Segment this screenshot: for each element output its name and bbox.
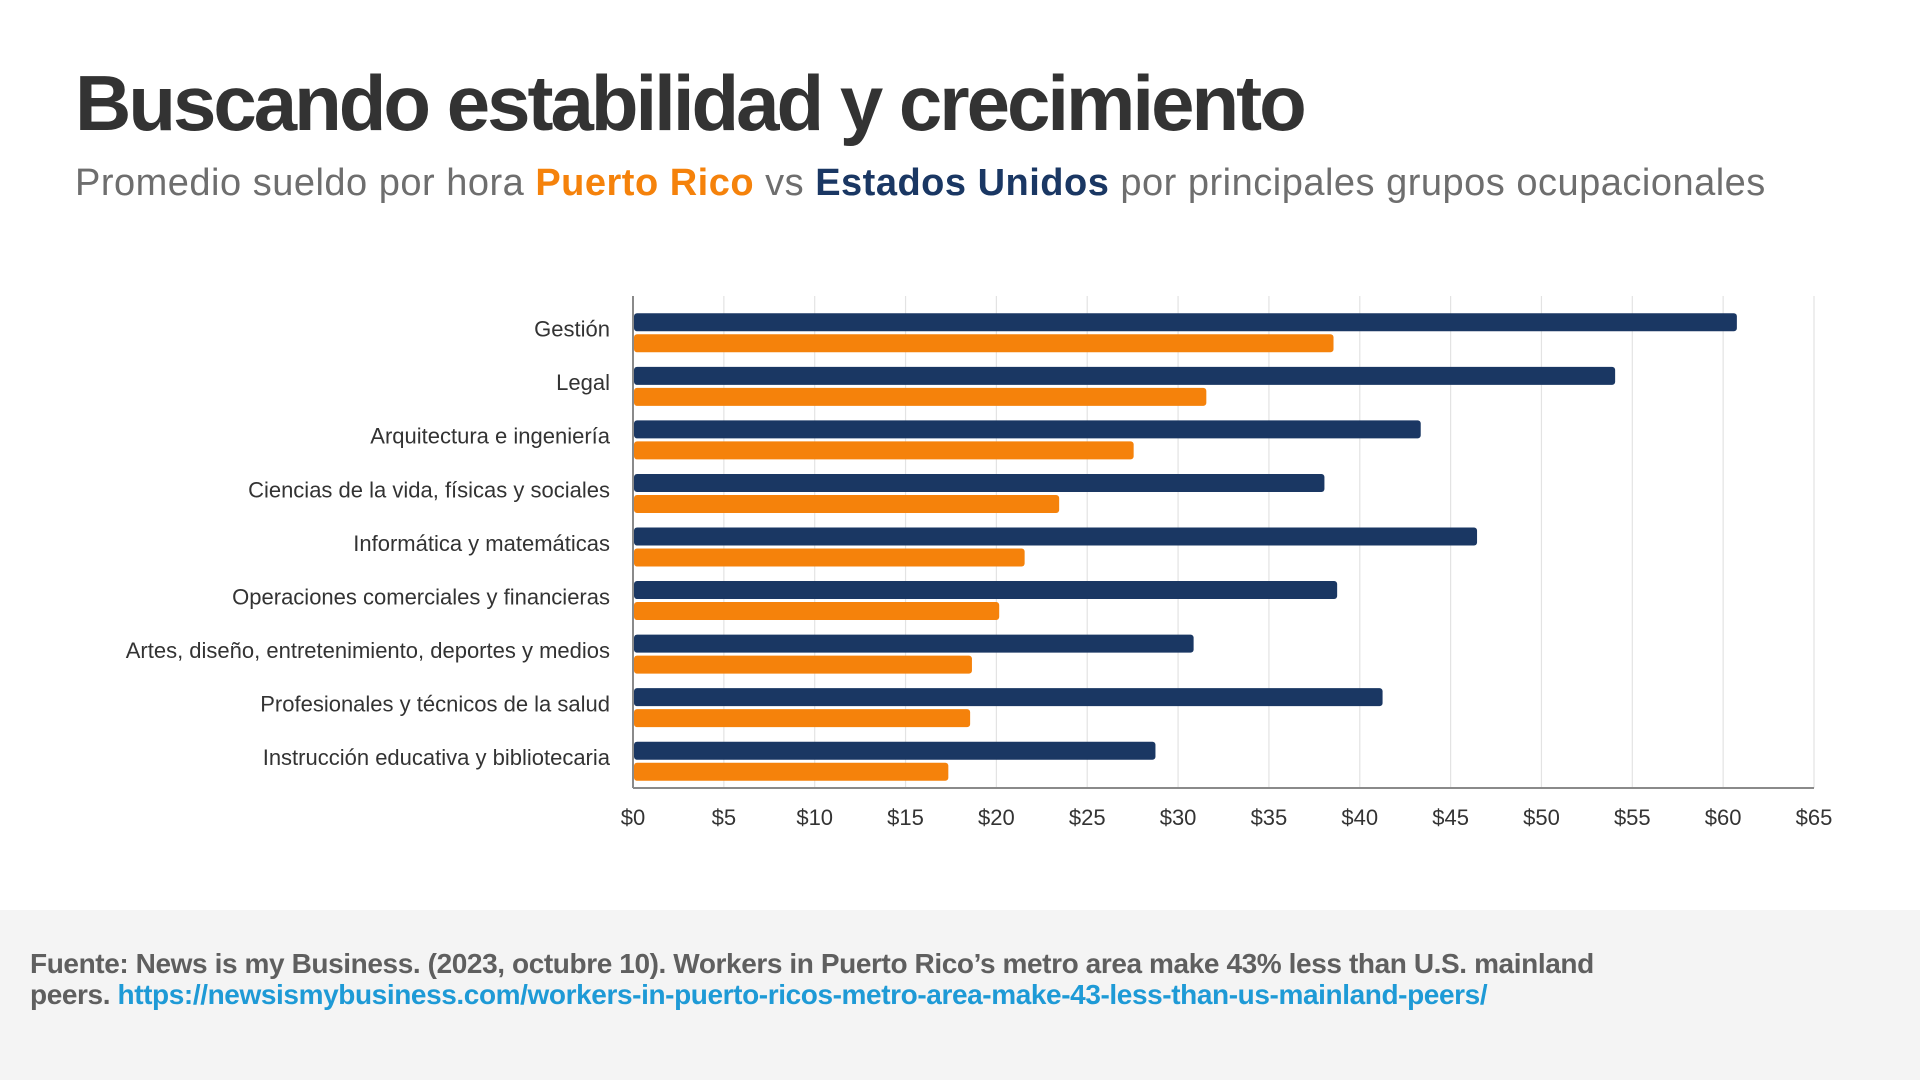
x-tick-label: $30 bbox=[1160, 805, 1197, 830]
category-label: Arquitectura e ingeniería bbox=[370, 424, 610, 449]
bar-puerto-rico bbox=[634, 387, 1207, 406]
category-label: Operaciones comerciales y financieras bbox=[232, 584, 610, 609]
subtitle-suffix: por principales grupos ocupacionales bbox=[1109, 162, 1766, 204]
bar-estados-unidos bbox=[634, 527, 1478, 546]
chart-bars bbox=[634, 313, 1737, 781]
bar-puerto-rico bbox=[634, 441, 1134, 460]
bar-puerto-rico bbox=[634, 602, 1000, 621]
bar-estados-unidos bbox=[634, 688, 1383, 707]
category-label: Ciencias de la vida, físicas y sociales bbox=[248, 477, 610, 502]
x-tick-label: $45 bbox=[1432, 805, 1469, 830]
bar-estados-unidos bbox=[634, 581, 1338, 600]
x-tick-label: $5 bbox=[712, 805, 736, 830]
category-label: Informática y matemáticas bbox=[353, 531, 610, 556]
bar-estados-unidos bbox=[634, 741, 1156, 760]
source-text: Fuente: News is my Business. (2023, octu… bbox=[30, 948, 1594, 1010]
category-label: Legal bbox=[556, 370, 610, 395]
x-tick-label: $0 bbox=[621, 805, 645, 830]
x-tick-label: $25 bbox=[1069, 805, 1106, 830]
page-title: Buscando estabilidad y crecimiento bbox=[75, 59, 1307, 147]
bar-puerto-rico bbox=[634, 709, 971, 728]
x-tick-label: $20 bbox=[978, 805, 1015, 830]
x-tick-label: $55 bbox=[1614, 805, 1651, 830]
bar-estados-unidos bbox=[634, 473, 1325, 492]
category-label: Profesionales y técnicos de la salud bbox=[260, 691, 610, 716]
chart-axes bbox=[632, 296, 1814, 789]
x-tick-label: $50 bbox=[1523, 805, 1560, 830]
source-link[interactable]: https://newsismybusiness.com/workers-in-… bbox=[117, 979, 1488, 1010]
subtitle-puerto-rico: Puerto Rico bbox=[535, 162, 755, 204]
source-citation: Fuente: News is my Business. (2023, octu… bbox=[30, 948, 1650, 1010]
bar-puerto-rico bbox=[634, 334, 1334, 353]
subtitle-prefix: Promedio sueldo por hora bbox=[75, 162, 536, 204]
chart-labels: $0 $5 $10 $15 $20 $25 $30 $35 $40 $45 $50 $55 $60 $65… bbox=[126, 317, 1833, 830]
bar-puerto-rico bbox=[634, 655, 972, 674]
bar-puerto-rico bbox=[634, 548, 1025, 567]
bar-estados-unidos bbox=[634, 366, 1616, 385]
bar-estados-unidos bbox=[634, 420, 1421, 439]
bar-estados-unidos bbox=[634, 634, 1194, 653]
source-footer: Fuente: News is my Business. (2023, octu… bbox=[0, 910, 1920, 1080]
category-label: Instrucción educativa y bibliotecaria bbox=[263, 745, 611, 770]
page-subtitle: Promedio sueldo por hora Puerto Rico vs … bbox=[75, 162, 1766, 205]
category-label: Artes, diseño, entretenimiento, deportes… bbox=[126, 638, 610, 663]
x-tick-label: $65 bbox=[1796, 805, 1833, 830]
bar-estados-unidos bbox=[634, 313, 1737, 332]
x-tick-label: $60 bbox=[1705, 805, 1742, 830]
bar-puerto-rico bbox=[634, 494, 1060, 513]
bar-puerto-rico bbox=[634, 762, 949, 781]
x-tick-label: $15 bbox=[887, 805, 924, 830]
x-tick-label: $10 bbox=[796, 805, 833, 830]
subtitle-estados-unidos: Estados Unidos bbox=[815, 162, 1110, 204]
bar-chart: $0 $5 $10 $15 $20 $25 $30 $35 $40 $45 $50 $55 $60 $65… bbox=[126, 296, 1833, 830]
x-tick-label: $40 bbox=[1341, 805, 1378, 830]
category-label: Gestión bbox=[534, 317, 610, 342]
x-tick-label: $35 bbox=[1251, 805, 1288, 830]
subtitle-vs: vs bbox=[754, 162, 816, 204]
